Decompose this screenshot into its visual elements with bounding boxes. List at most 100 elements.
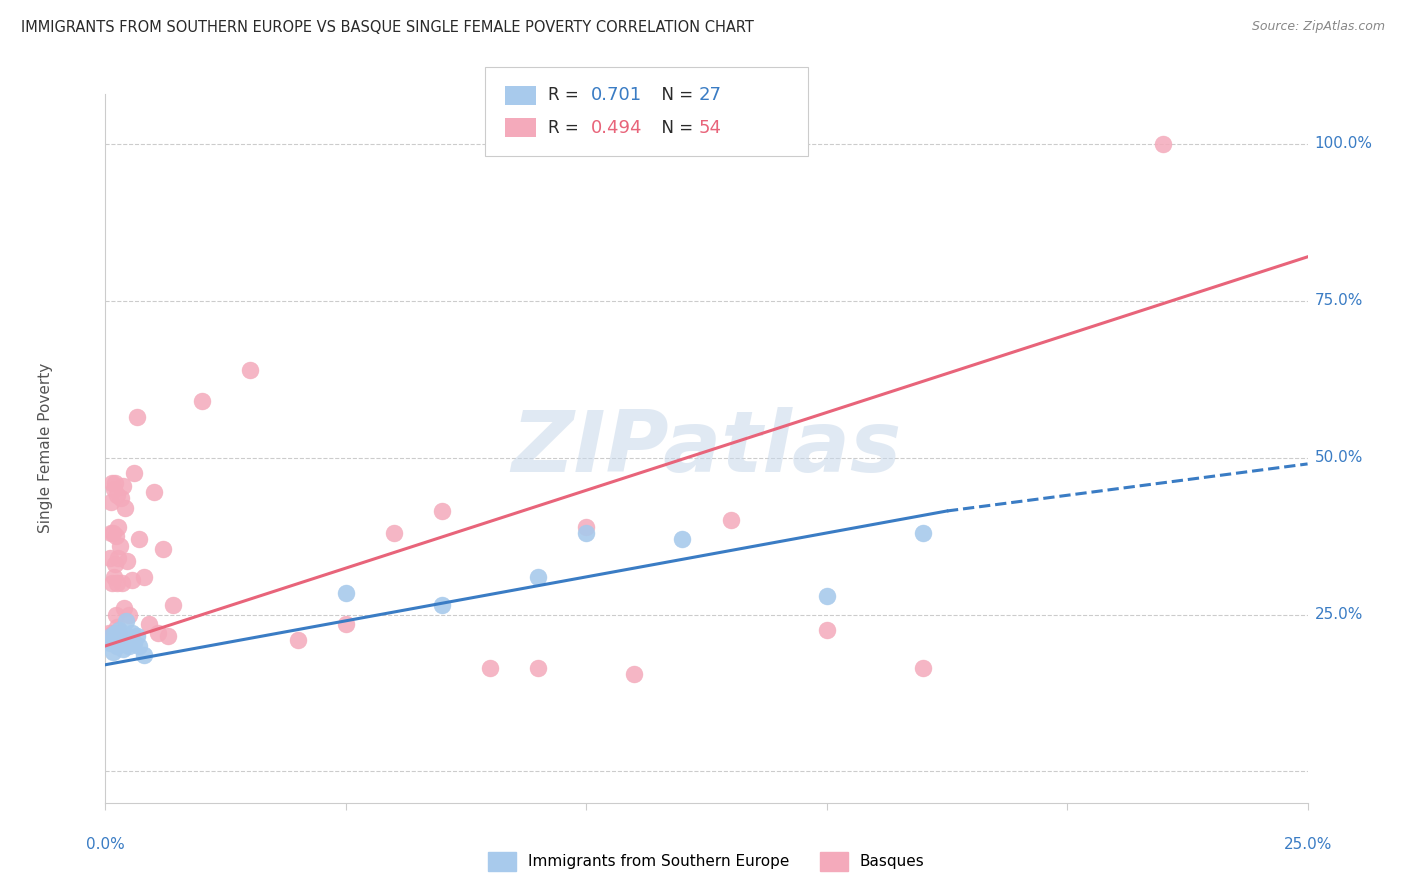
Point bbox=[108, 630, 131, 644]
Text: 54: 54 bbox=[699, 119, 721, 136]
Point bbox=[114, 500, 136, 515]
Point bbox=[1152, 136, 1174, 151]
Point bbox=[105, 529, 128, 543]
Text: ZIPatlas: ZIPatlas bbox=[512, 407, 901, 490]
Point bbox=[124, 636, 146, 650]
Point bbox=[124, 467, 146, 481]
Point bbox=[103, 558, 125, 572]
Text: R =: R = bbox=[548, 87, 585, 104]
Text: Single Female Poverty: Single Female Poverty bbox=[38, 363, 53, 533]
Point bbox=[239, 363, 262, 377]
Point bbox=[287, 632, 309, 647]
Point bbox=[125, 409, 148, 424]
Point bbox=[623, 667, 645, 681]
Point bbox=[720, 513, 742, 527]
Point bbox=[98, 636, 121, 650]
Point bbox=[430, 504, 453, 518]
Point bbox=[104, 626, 127, 640]
Point bbox=[911, 661, 934, 675]
Point bbox=[114, 632, 136, 647]
Point bbox=[112, 601, 135, 615]
Point bbox=[107, 551, 129, 566]
Legend: Immigrants from Southern Europe, Basques: Immigrants from Southern Europe, Basques bbox=[482, 846, 931, 877]
Point bbox=[162, 598, 184, 612]
Point bbox=[100, 630, 122, 644]
Point bbox=[104, 607, 127, 622]
Point bbox=[103, 482, 125, 496]
Point bbox=[152, 541, 174, 556]
Point bbox=[128, 639, 150, 653]
Point bbox=[108, 539, 131, 553]
Point bbox=[104, 475, 127, 490]
Point bbox=[97, 630, 120, 644]
Point bbox=[111, 642, 134, 657]
Point bbox=[671, 533, 693, 547]
Point bbox=[479, 661, 502, 675]
Point bbox=[118, 639, 141, 653]
Point bbox=[101, 645, 124, 659]
Point bbox=[125, 630, 148, 644]
Point bbox=[115, 614, 138, 628]
Point bbox=[105, 576, 128, 591]
Point bbox=[527, 570, 550, 584]
Point bbox=[156, 630, 179, 644]
Text: 100.0%: 100.0% bbox=[1315, 136, 1372, 152]
Point bbox=[105, 632, 128, 647]
Point bbox=[121, 573, 143, 587]
Point bbox=[105, 488, 128, 502]
Point bbox=[815, 589, 838, 603]
Point bbox=[527, 661, 550, 675]
Point bbox=[117, 630, 139, 644]
Point bbox=[815, 624, 838, 638]
Point bbox=[107, 620, 129, 634]
Text: 75.0%: 75.0% bbox=[1315, 293, 1362, 309]
Point bbox=[98, 626, 121, 640]
Point bbox=[148, 626, 170, 640]
Point bbox=[335, 585, 357, 599]
Text: 0.0%: 0.0% bbox=[86, 837, 125, 852]
Text: 0.701: 0.701 bbox=[591, 87, 641, 104]
Point bbox=[111, 479, 134, 493]
Point bbox=[575, 519, 598, 533]
Point bbox=[101, 475, 124, 490]
Text: 0.494: 0.494 bbox=[591, 119, 643, 136]
Point bbox=[335, 616, 357, 631]
Point bbox=[110, 491, 132, 506]
Point bbox=[101, 626, 124, 640]
Text: Source: ZipAtlas.com: Source: ZipAtlas.com bbox=[1251, 20, 1385, 33]
Point bbox=[107, 639, 129, 653]
Text: 50.0%: 50.0% bbox=[1315, 450, 1362, 465]
Point bbox=[138, 616, 160, 631]
Text: R =: R = bbox=[548, 119, 585, 136]
Point bbox=[121, 626, 143, 640]
Point bbox=[142, 485, 165, 500]
Point bbox=[100, 494, 122, 508]
Text: IMMIGRANTS FROM SOUTHERN EUROPE VS BASQUE SINGLE FEMALE POVERTY CORRELATION CHAR: IMMIGRANTS FROM SOUTHERN EUROPE VS BASQU… bbox=[21, 20, 754, 35]
Text: 25.0%: 25.0% bbox=[1315, 607, 1362, 622]
Point bbox=[103, 570, 125, 584]
Text: N =: N = bbox=[651, 119, 699, 136]
Point bbox=[430, 598, 453, 612]
Point bbox=[382, 525, 405, 540]
Point bbox=[100, 525, 122, 540]
Point bbox=[115, 554, 138, 568]
Point bbox=[911, 525, 934, 540]
Text: 25.0%: 25.0% bbox=[1284, 837, 1331, 852]
Point bbox=[108, 626, 131, 640]
Point bbox=[111, 576, 134, 591]
Point bbox=[575, 525, 598, 540]
Point bbox=[108, 624, 131, 638]
Point bbox=[103, 636, 125, 650]
Point bbox=[118, 607, 141, 622]
Point bbox=[110, 636, 132, 650]
Point bbox=[128, 533, 150, 547]
Point bbox=[107, 519, 129, 533]
Point bbox=[190, 394, 212, 409]
Point bbox=[132, 570, 155, 584]
Point bbox=[132, 648, 155, 663]
Point bbox=[101, 525, 124, 540]
Text: 27: 27 bbox=[699, 87, 721, 104]
Point bbox=[98, 551, 121, 566]
Point bbox=[100, 576, 122, 591]
Text: N =: N = bbox=[651, 87, 699, 104]
